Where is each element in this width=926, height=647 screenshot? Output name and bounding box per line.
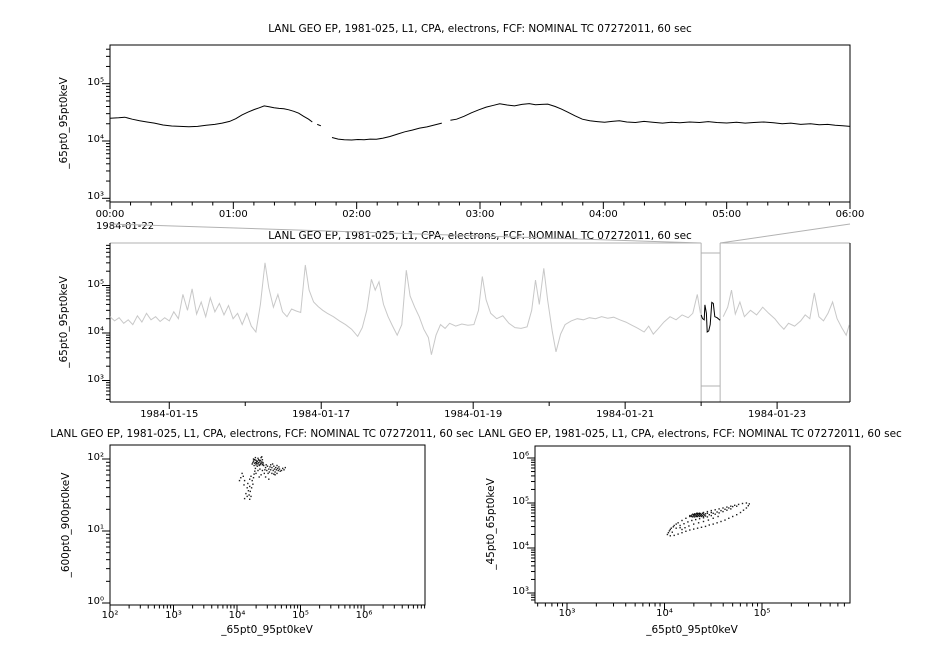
top-panel-x-tick-label: 01:00 [218,209,248,220]
top-panel-y-tick-label: 10⁵ [87,76,104,88]
scatter-left-y-tick-label: 10¹ [87,524,104,535]
scatter-left-x-tick-label: 10⁵ [292,610,309,621]
top-series-line [331,122,442,141]
scatter-left-plot-area[interactable] [109,444,426,606]
context-connector [109,223,851,244]
top-panel-y-tick-label: 10⁴ [87,134,104,145]
scatter-right-plot-area[interactable] [534,445,851,604]
scatter-right-title: LANL GEO EP, 1981-025, L1, CPA, electron… [478,428,902,440]
top-panel-x-tick-label: 02:00 [342,209,372,220]
context-panel-x-tick-label: 1984-01-17 [292,409,351,420]
top-panel-x-tick-label: 05:00 [712,209,742,220]
top-panel-x-tick-label: 00:00 [95,209,125,220]
context-zoom-box[interactable] [700,243,721,402]
context-panel-x-tick-label: 1984-01-23 [748,409,807,420]
context-highlight-segment [700,301,721,333]
scatter-right-y-tick-label: 10³ [512,586,529,597]
top-panel-title: LANL GEO EP, 1981-025, L1, CPA, electron… [268,23,692,35]
top-panel-date-label: 1984-01-22 [96,221,155,232]
scatter-left-x-axis-label: _65pt0_95pt0keV [221,624,313,636]
context-panel-x-tick-label: 1984-01-15 [140,409,199,420]
context-panel-y-tick-label: 10⁵ [87,278,104,290]
context-timeseries-plot-area[interactable] [109,243,851,403]
scatter-left-title: LANL GEO EP, 1981-025, L1, CPA, electron… [50,428,474,440]
context-panel-x-tick-label: 1984-01-19 [444,409,503,420]
top-panel-x-tick-label: 06:00 [835,209,865,220]
context-panel-x-tick-label: 1984-01-21 [596,409,655,420]
top-series-line [317,123,322,127]
top-panel-x-tick-label: 03:00 [465,209,495,220]
context-series-line [109,262,701,355]
scatter-right-x-tick-label: 10³ [558,608,576,619]
top-panel-x-tick-label: 04:00 [588,209,618,220]
top-series-line [109,105,313,128]
scatter-left-x-tick-label: 10³ [165,610,182,621]
top-series-line [450,103,851,127]
scatter-left-x-tick-label: 10⁴ [228,610,246,621]
top-panel-y-tick-label: 10³ [87,191,104,203]
scatter-right-y-tick-label: 10⁴ [512,541,529,552]
scatter-left-y-tick-label: 10² [87,452,104,463]
context-panel-y-tick-label: 10³ [87,373,104,385]
scatter-right-x-tick-label: 10⁵ [753,608,771,619]
scatter-left-x-tick-label: 10² [101,610,119,621]
scatter-left-y-tick-label: 10⁰ [87,596,104,607]
scatter-right-x-tick-label: 10⁴ [656,608,673,619]
scatter-left-x-tick-label: 10⁶ [355,610,373,621]
context-series-line-after [722,289,850,337]
scatter-right-y-tick-label: 10⁵ [512,496,529,507]
scatter-left-points [238,456,286,500]
scatter-right-y-tick-label: 10⁶ [512,451,529,462]
scatter-right-x-axis-label: _65pt0_95pt0keV [646,624,738,636]
context-panel-y-tick-label: 10⁴ [87,326,104,337]
scatter-right-points [666,502,750,537]
